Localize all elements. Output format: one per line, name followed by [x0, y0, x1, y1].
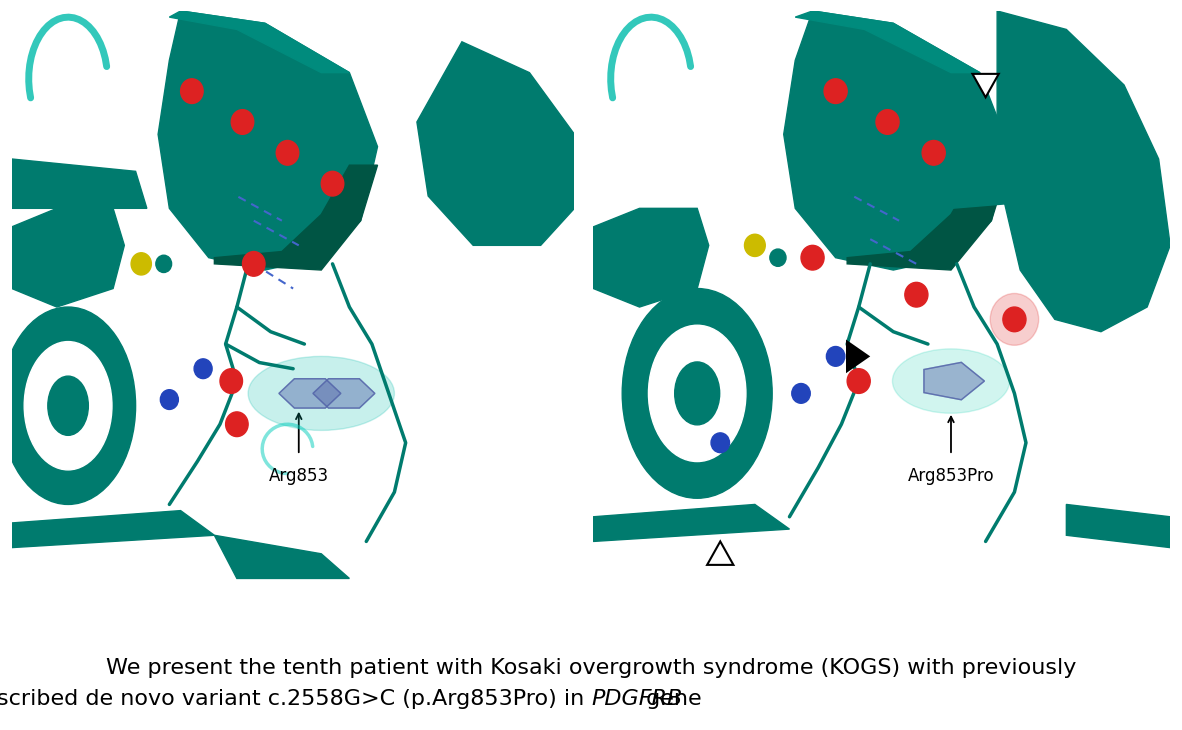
- Circle shape: [905, 283, 928, 307]
- Polygon shape: [973, 74, 999, 97]
- Ellipse shape: [892, 349, 1009, 413]
- Ellipse shape: [0, 307, 136, 504]
- Ellipse shape: [622, 288, 772, 499]
- Circle shape: [922, 140, 946, 165]
- Polygon shape: [795, 11, 980, 73]
- Circle shape: [833, 181, 850, 199]
- Circle shape: [232, 110, 254, 134]
- Text: Arg853Pro: Arg853Pro: [908, 467, 994, 485]
- Circle shape: [792, 383, 810, 403]
- Ellipse shape: [24, 342, 112, 470]
- Polygon shape: [12, 208, 124, 307]
- Circle shape: [322, 172, 344, 196]
- Text: Arg853: Arg853: [268, 467, 329, 485]
- Polygon shape: [1066, 504, 1170, 548]
- Ellipse shape: [47, 376, 89, 435]
- Circle shape: [1002, 307, 1026, 331]
- Circle shape: [277, 140, 299, 165]
- Polygon shape: [417, 42, 574, 245]
- Polygon shape: [924, 362, 985, 400]
- Circle shape: [876, 110, 900, 134]
- Text: gene: gene: [639, 689, 702, 710]
- Polygon shape: [169, 11, 350, 73]
- Polygon shape: [214, 535, 350, 578]
- Polygon shape: [12, 510, 214, 548]
- Circle shape: [745, 234, 765, 256]
- Circle shape: [712, 433, 729, 453]
- Circle shape: [161, 390, 178, 410]
- Polygon shape: [952, 147, 1100, 208]
- Circle shape: [991, 293, 1039, 345]
- Polygon shape: [313, 379, 375, 408]
- Circle shape: [220, 369, 242, 393]
- Polygon shape: [847, 165, 1008, 270]
- Text: We present the tenth patient with Kosaki overgrowth syndrome (KOGS) with previou: We present the tenth patient with Kosaki…: [106, 658, 1076, 678]
- Text: undescribed de novo variant c.2558G>C (p.Arg853Pro) in: undescribed de novo variant c.2558G>C (p…: [0, 689, 591, 710]
- Ellipse shape: [248, 356, 395, 431]
- Circle shape: [242, 252, 265, 276]
- Polygon shape: [214, 165, 377, 270]
- Polygon shape: [12, 159, 147, 208]
- Circle shape: [181, 79, 203, 104]
- Polygon shape: [279, 379, 340, 408]
- Ellipse shape: [649, 326, 746, 461]
- Circle shape: [226, 412, 248, 437]
- Circle shape: [217, 181, 234, 199]
- Circle shape: [801, 245, 824, 270]
- Polygon shape: [784, 11, 1008, 270]
- Polygon shape: [846, 339, 870, 373]
- Circle shape: [824, 79, 847, 104]
- Circle shape: [847, 369, 870, 393]
- Polygon shape: [998, 11, 1170, 331]
- Polygon shape: [593, 504, 790, 542]
- Polygon shape: [158, 11, 377, 270]
- Polygon shape: [707, 542, 733, 565]
- Circle shape: [156, 255, 171, 272]
- Text: PDGFRB: PDGFRB: [591, 689, 682, 710]
- Circle shape: [769, 249, 786, 266]
- Circle shape: [826, 347, 845, 366]
- Ellipse shape: [675, 362, 720, 425]
- Circle shape: [194, 359, 212, 379]
- Circle shape: [131, 253, 151, 275]
- Polygon shape: [593, 208, 709, 307]
